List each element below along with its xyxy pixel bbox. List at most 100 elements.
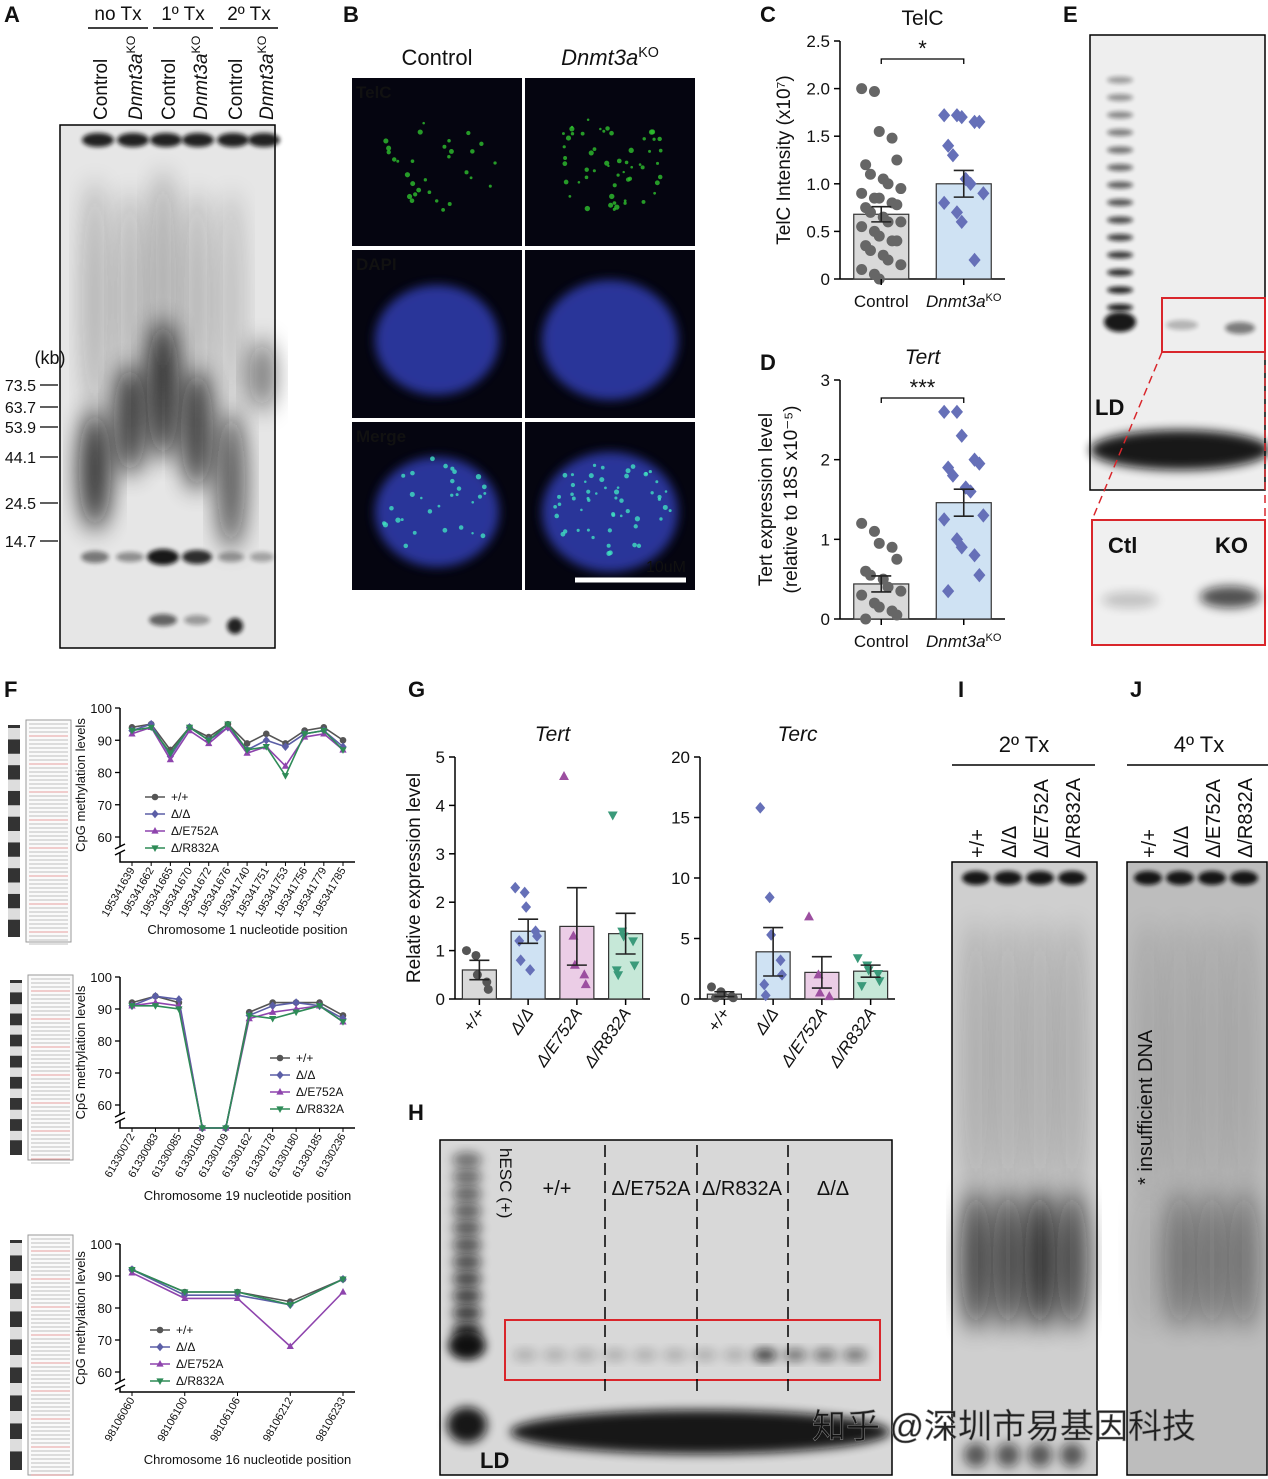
lane-label: Control	[91, 59, 112, 120]
gel-band	[452, 1203, 482, 1219]
telomere-spot	[577, 181, 581, 184]
data-point	[852, 954, 863, 964]
telomere-spot	[591, 535, 595, 540]
telomere-spot	[561, 132, 565, 136]
gel-band	[117, 133, 149, 147]
legend-marker	[276, 1070, 284, 1080]
telomere-spot	[458, 525, 464, 530]
legend-marker	[151, 793, 159, 801]
y-tick-label: 1.5	[806, 127, 830, 146]
telomere-spot	[662, 504, 668, 510]
lane-label: Δ/E752A	[1031, 778, 1053, 858]
gel-band	[1107, 286, 1133, 294]
data-point	[461, 946, 471, 956]
legend-marker	[151, 809, 159, 819]
y-tick-label: 2.0	[806, 80, 830, 99]
panel-letter: B	[343, 2, 359, 27]
error-bar	[860, 964, 881, 979]
data-point	[151, 1003, 160, 1010]
telomere-spot	[479, 141, 484, 146]
telomere-spot	[658, 148, 663, 153]
data-point	[873, 969, 884, 979]
telomere-spot	[409, 491, 415, 497]
telomere-spot	[427, 509, 433, 514]
data-point	[147, 724, 155, 732]
telomere-spot	[624, 473, 629, 479]
telomere-spot	[606, 543, 611, 548]
data-point	[973, 456, 986, 471]
data-point	[166, 750, 174, 758]
telomere-spot	[427, 190, 432, 195]
data-point	[185, 724, 194, 732]
telomere-spot	[627, 176, 633, 181]
data-point	[339, 1288, 347, 1295]
y-axis-label: TelC Intensity (x10⁷)	[774, 75, 795, 245]
data-point	[471, 950, 481, 960]
data-point	[864, 244, 876, 256]
telomere-spot	[616, 158, 622, 164]
telomere-spot	[420, 496, 423, 500]
data-point	[292, 1009, 300, 1017]
telomere-spot	[413, 192, 418, 197]
legend-label: Δ/R832A	[171, 841, 219, 855]
telomere-spot	[563, 179, 569, 185]
gel-band	[783, 1349, 807, 1361]
y-tick-label: 15	[671, 809, 690, 828]
lane-label: Dnmt3aKO	[255, 35, 278, 120]
legend-marker	[156, 1342, 164, 1352]
y-axis-label: CpG methylation levels	[73, 1251, 88, 1385]
legend-label: Δ/Δ	[176, 1340, 195, 1354]
data-point	[873, 273, 885, 285]
data-point	[243, 747, 251, 754]
panel-title: 2º Tx	[999, 732, 1049, 757]
telomere-spot	[657, 136, 662, 142]
y-tick-label: 3	[821, 371, 830, 390]
data-point	[891, 154, 903, 166]
telomere-spot	[410, 181, 416, 187]
panel-letter: G	[408, 677, 425, 702]
telomere-spot	[450, 493, 454, 497]
telomere-spot	[447, 154, 451, 159]
size-marker: 14.7	[5, 534, 36, 551]
telomere-spot	[609, 193, 615, 200]
data-point	[813, 969, 824, 979]
gel-band	[452, 1288, 482, 1304]
lane-label: hESC (+)	[496, 1148, 515, 1218]
data-point	[532, 930, 542, 942]
data-point	[968, 252, 981, 268]
data-point	[777, 968, 787, 981]
gel-band	[1057, 1190, 1087, 1330]
text-part: KO	[638, 45, 659, 61]
unit-label: (kb)	[35, 348, 66, 368]
data-point	[181, 1294, 189, 1302]
y-tick-label: 80	[98, 1301, 112, 1316]
data-point	[559, 770, 569, 780]
data-point	[950, 404, 963, 420]
chart-title: Tert	[905, 346, 942, 369]
series-line	[131, 726, 344, 768]
gel-band	[693, 1349, 717, 1361]
data-point	[873, 230, 885, 242]
legend-label: Δ/R832A	[176, 1374, 224, 1388]
telomere-spot	[602, 129, 606, 133]
data-point	[856, 517, 868, 529]
nucleus	[542, 280, 678, 400]
telomere-spot	[634, 516, 641, 522]
axis-break	[114, 843, 126, 856]
gel-band	[813, 1349, 837, 1361]
y-tick-label: 5	[681, 930, 690, 949]
data-point	[856, 982, 867, 992]
telomere-spot	[632, 542, 637, 548]
y-tick-label: 2	[436, 893, 445, 912]
telomere-spot	[557, 502, 562, 507]
legend-marker	[276, 1088, 284, 1095]
gel-band	[452, 1254, 482, 1270]
legend-label: Δ/Δ	[296, 1068, 315, 1082]
legend-label: +/+	[176, 1323, 193, 1337]
size-marker: 44.1	[5, 450, 36, 467]
gel-band	[219, 190, 243, 410]
telomere-spot	[604, 160, 610, 166]
y-tick-label: 2	[821, 451, 830, 470]
data-point	[728, 993, 738, 1003]
gel-band	[1107, 251, 1133, 259]
